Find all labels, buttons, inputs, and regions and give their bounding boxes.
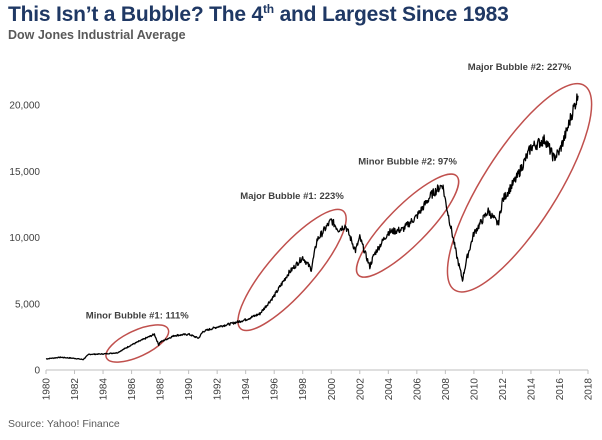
- y-tick-label: 20,000: [9, 101, 40, 112]
- chart-title: This Isn’t a Bubble? The 4th and Largest…: [8, 2, 509, 26]
- x-tick-label: 2010: [469, 378, 480, 401]
- x-tick-label: 1980: [42, 378, 53, 401]
- x-tick-label: 2000: [327, 378, 338, 401]
- bubble-ellipse-3: [355, 173, 460, 278]
- bubble-ellipse-4: [446, 82, 593, 293]
- x-tick-label: 1992: [213, 378, 224, 401]
- x-tick-label: 1984: [99, 378, 110, 401]
- x-tick-label: 2016: [555, 378, 566, 401]
- x-tick-label: 2012: [498, 378, 509, 401]
- x-tick-label: 2002: [355, 378, 366, 401]
- bubble-ellipses: [105, 82, 593, 363]
- x-tick-label: 2006: [412, 378, 423, 401]
- series-layer: [45, 93, 579, 361]
- bubble-label-4: Major Bubble #2: 227%: [468, 62, 572, 73]
- x-tick-label: 1996: [270, 378, 281, 401]
- y-tick-label: 5,000: [15, 299, 40, 310]
- x-tick-label: 1986: [127, 378, 138, 401]
- y-tick-label: 10,000: [9, 233, 40, 244]
- axis-layer: 1980 1982 1984 1986 1988 1990 1992 1994 1996 1998…: [9, 101, 594, 401]
- x-tick-label: 1988: [156, 378, 167, 401]
- dow-jones-series-line: [45, 93, 579, 361]
- x-tick-label: 1994: [241, 378, 252, 401]
- x-tick-label: 2004: [384, 378, 395, 401]
- bubble-ellipse-1: [105, 324, 170, 363]
- bubble-label-3: Minor Bubble #2: 97%: [358, 157, 457, 168]
- chart-subtitle: Dow Jones Industrial Average: [8, 28, 186, 42]
- x-tick-label: 2018: [584, 378, 595, 401]
- x-tick-label: 2008: [441, 378, 452, 401]
- bubble-label-1: Minor Bubble #1: 111%: [86, 310, 189, 321]
- x-tick-label: 1982: [70, 378, 81, 401]
- y-tick-label: 0: [34, 366, 40, 377]
- y-tick-label: 15,000: [9, 167, 40, 178]
- x-tick-label: 1990: [184, 378, 195, 401]
- bubble-label-2: Major Bubble #1: 223%: [240, 191, 344, 202]
- source-note: Source: Yahoo! Finance: [8, 418, 120, 430]
- x-tick-label: 1998: [298, 378, 309, 401]
- annotation-labels: Minor Bubble #1: 111% Major Bubble #1: 22…: [86, 62, 572, 321]
- bubble-ellipse-2: [237, 208, 347, 332]
- x-tick-label: 2014: [526, 378, 537, 401]
